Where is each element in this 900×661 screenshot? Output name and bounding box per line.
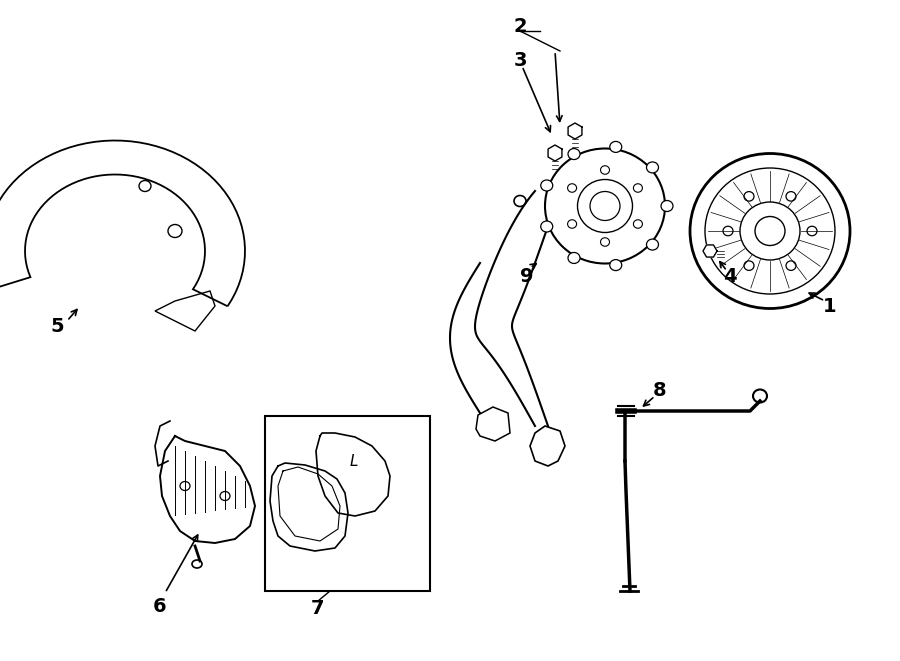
Polygon shape bbox=[0, 407, 6, 441]
Text: 3: 3 bbox=[513, 52, 526, 71]
Polygon shape bbox=[703, 245, 717, 257]
Bar bbox=[265, 416, 430, 591]
Polygon shape bbox=[160, 436, 255, 543]
Text: 8: 8 bbox=[653, 381, 667, 401]
Polygon shape bbox=[270, 463, 348, 551]
Polygon shape bbox=[0, 151, 6, 185]
Polygon shape bbox=[548, 145, 562, 161]
Text: 1: 1 bbox=[824, 297, 837, 315]
Text: 5: 5 bbox=[50, 317, 64, 336]
Ellipse shape bbox=[541, 221, 553, 232]
Text: L: L bbox=[350, 454, 358, 469]
Ellipse shape bbox=[646, 239, 659, 250]
Text: 9: 9 bbox=[520, 266, 534, 286]
Ellipse shape bbox=[568, 253, 580, 264]
Text: 7: 7 bbox=[311, 600, 325, 619]
Ellipse shape bbox=[610, 260, 622, 270]
Text: 4: 4 bbox=[724, 266, 737, 286]
Polygon shape bbox=[568, 123, 582, 139]
Ellipse shape bbox=[661, 200, 673, 212]
Text: 2: 2 bbox=[513, 17, 526, 36]
Polygon shape bbox=[0, 426, 7, 466]
Ellipse shape bbox=[646, 162, 659, 173]
Ellipse shape bbox=[568, 149, 580, 159]
Polygon shape bbox=[0, 96, 7, 131]
Polygon shape bbox=[316, 433, 390, 516]
Ellipse shape bbox=[541, 180, 553, 191]
Text: 6: 6 bbox=[153, 596, 166, 615]
Ellipse shape bbox=[610, 141, 622, 153]
